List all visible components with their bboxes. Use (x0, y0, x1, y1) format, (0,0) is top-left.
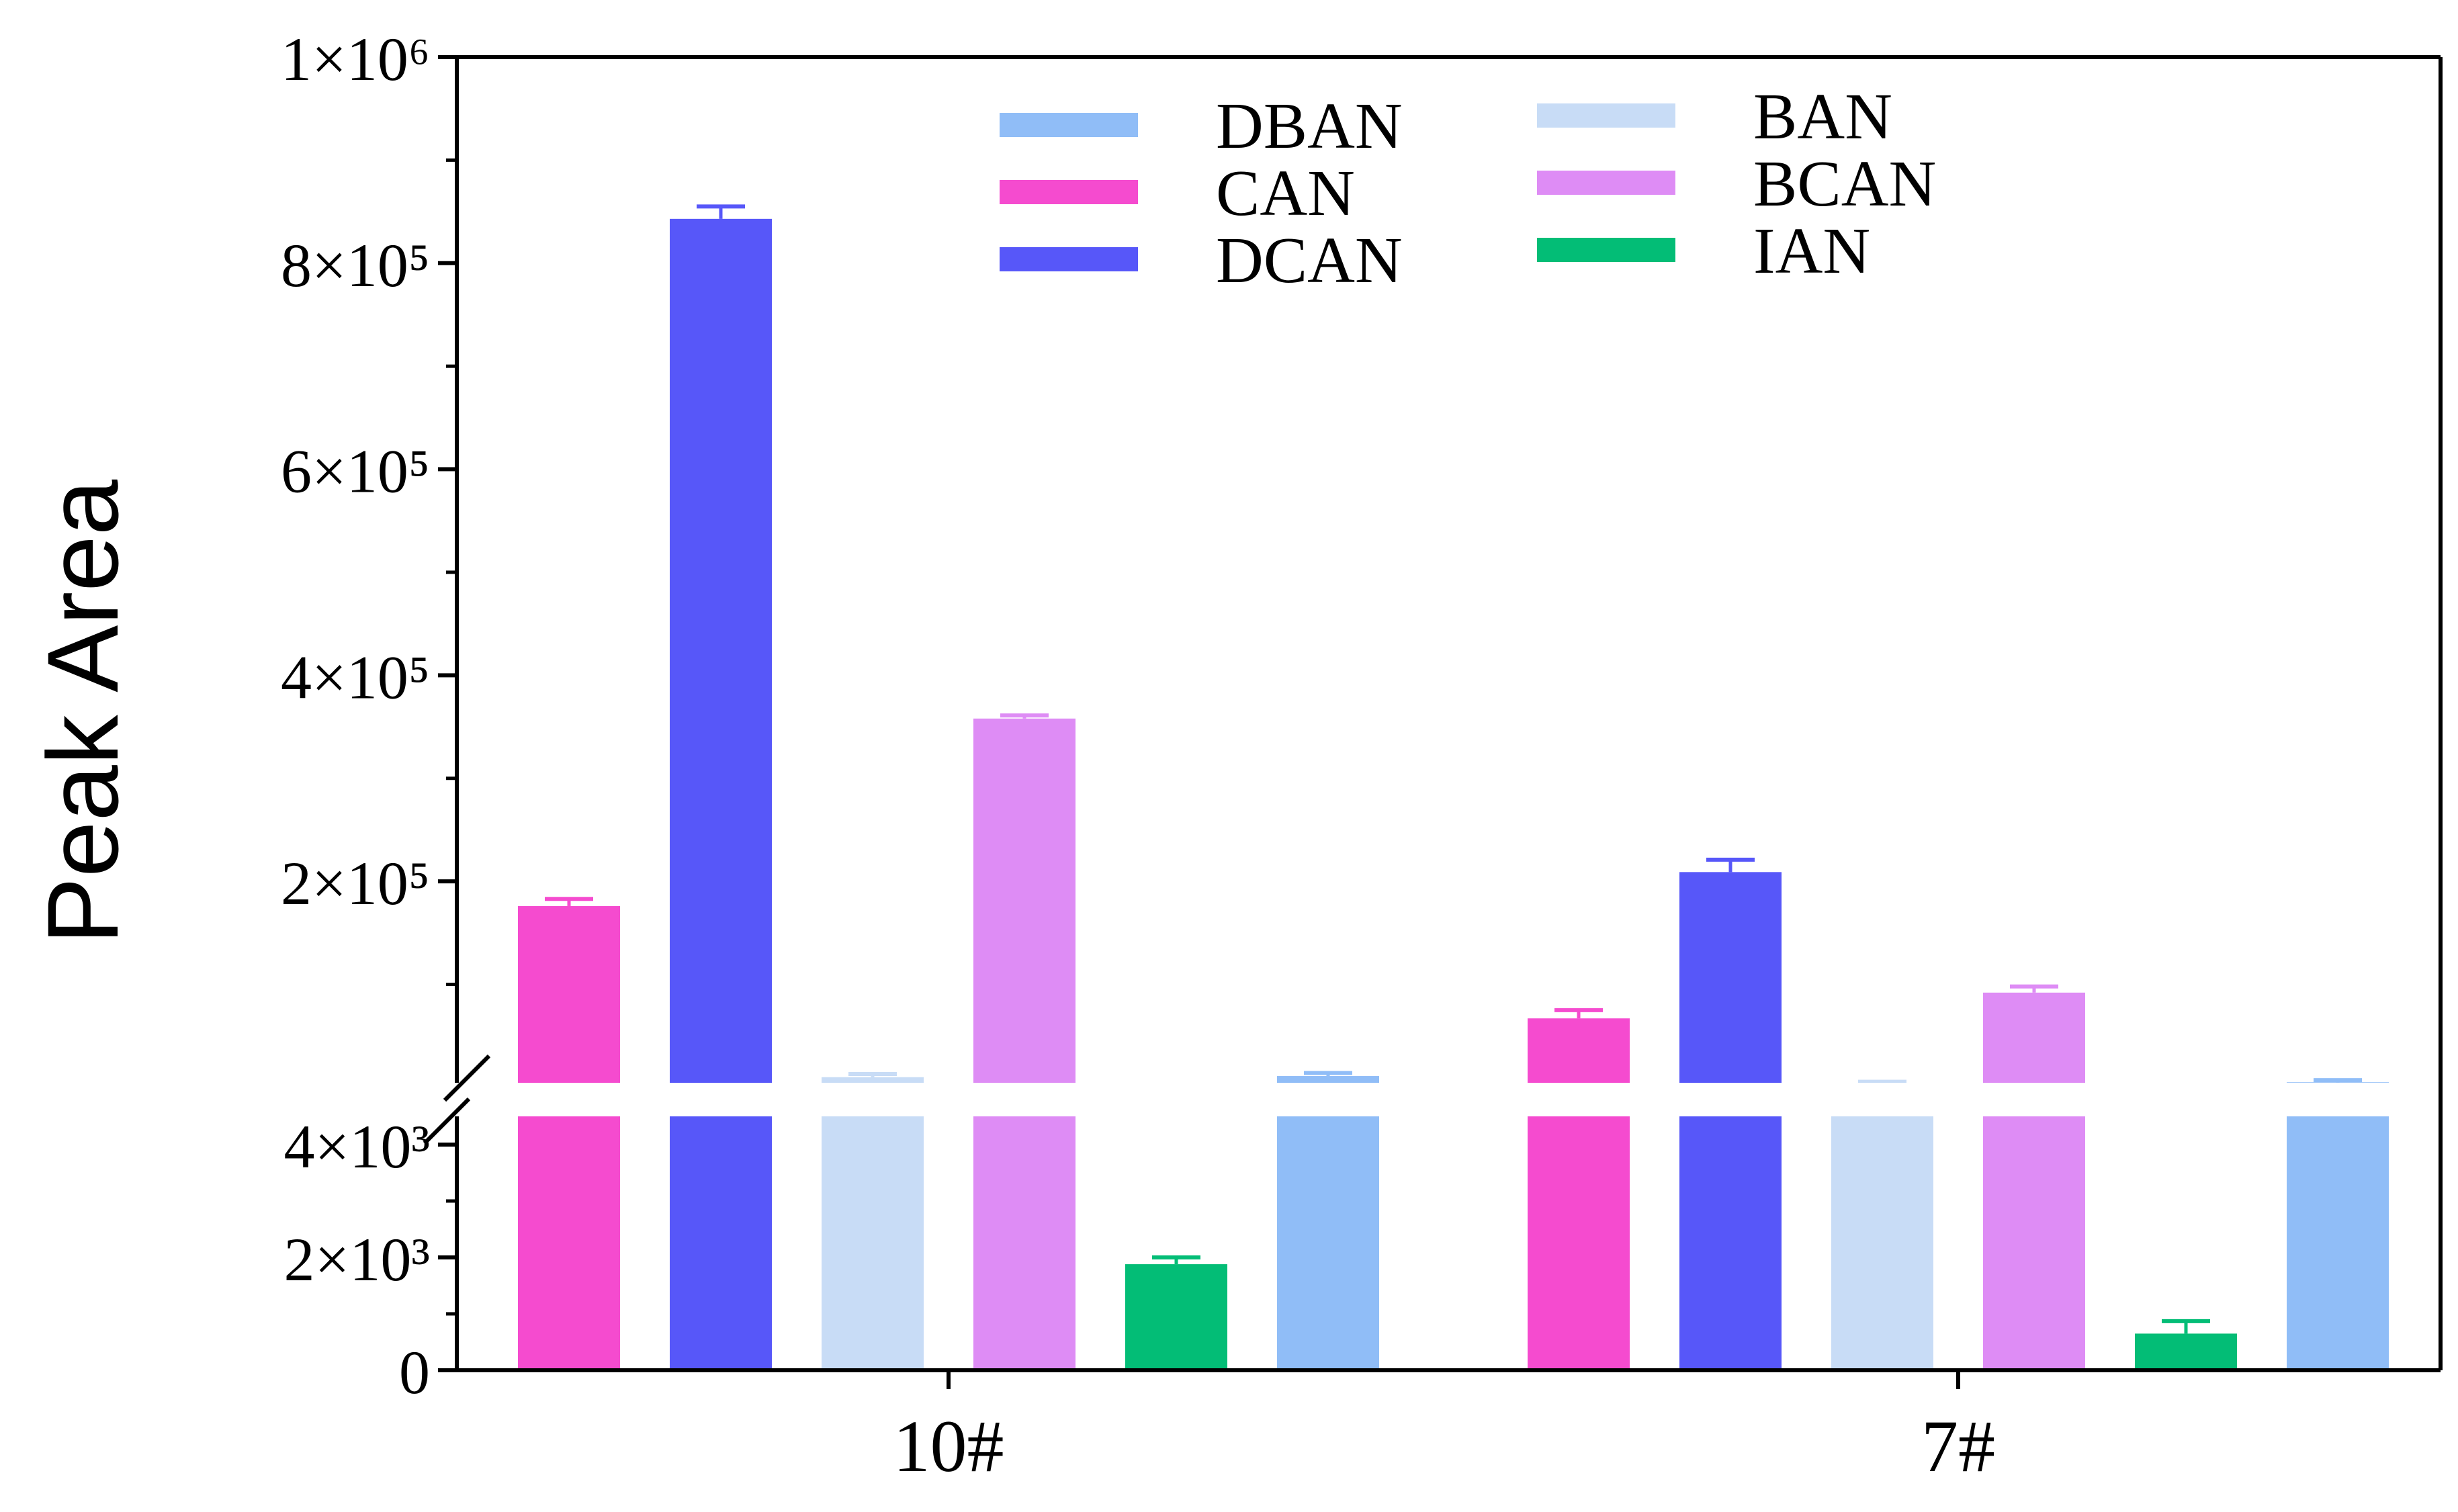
x-axis: 10# 7# (893, 1370, 1995, 1487)
bar-can-0 (518, 905, 620, 1370)
legend-label-can: CAN (1216, 157, 1355, 230)
bar-dban-1 (2287, 1082, 2389, 1370)
legend-label-dban: DBAN (1216, 90, 1403, 163)
plot-frame (423, 55, 2443, 1372)
x-tick-label: 7# (1921, 1405, 1995, 1487)
bar-ian-1 (2135, 1333, 2237, 1370)
break-mark-upper (443, 1054, 491, 1102)
y-tick-label: 0 (399, 1338, 430, 1407)
legend-label-dcan: DCAN (1216, 224, 1403, 297)
legend-swatch-bcan (1537, 171, 1675, 195)
legend-swatch-dban (1000, 113, 1138, 137)
x-tick-label: 10# (893, 1405, 1004, 1487)
bar-dcan-0 (670, 218, 772, 1370)
legend-swatch-dcan (1000, 247, 1138, 271)
legend: DBAN BAN CAN BCAN DCAN IAN (1000, 81, 1936, 297)
bar-dcan-1 (1679, 872, 1782, 1370)
y-tick-label: 2×10³ (284, 1225, 430, 1294)
bar-bcan-1 (1983, 992, 2085, 1370)
y-tick-label: 2×10⁵ (281, 849, 430, 918)
y-tick-label: 4×10⁵ (281, 643, 430, 711)
legend-swatch-ian (1537, 238, 1675, 262)
legend-label-ian: IAN (1753, 215, 1870, 287)
y-tick-label: 8×10⁵ (281, 231, 430, 300)
legend-swatch-ban (1537, 103, 1675, 128)
bar-ian-0 (1125, 1264, 1227, 1370)
y-tick-label: 6×10⁵ (281, 437, 430, 506)
legend-label-bcan: BCAN (1753, 148, 1936, 220)
bar-can-1 (1528, 1018, 1630, 1370)
break-band (450, 1083, 2447, 1116)
bar-bcan-0 (973, 718, 1076, 1370)
axis-break-gap (450, 1083, 2447, 1116)
y-axis-label: Peak Area (26, 479, 139, 944)
bar-dban-0 (1277, 1076, 1379, 1370)
bar-ban-1 (1831, 1116, 1933, 1370)
bars-layer (518, 204, 2389, 1370)
break-mark-lower (423, 1097, 471, 1145)
y-tick-label: 4×10³ (284, 1112, 430, 1181)
legend-swatch-can (1000, 180, 1138, 204)
bar-ban-0 (822, 1077, 924, 1370)
y-axis-ticks: 0 2×10³ 4×10³ 2×10⁵ 4×10⁵ 6×10⁵ 8×10⁵ 1×10⁶ (281, 25, 457, 1407)
legend-label-ban: BAN (1753, 81, 1892, 153)
y-tick-label: 1×10⁶ (281, 25, 430, 93)
